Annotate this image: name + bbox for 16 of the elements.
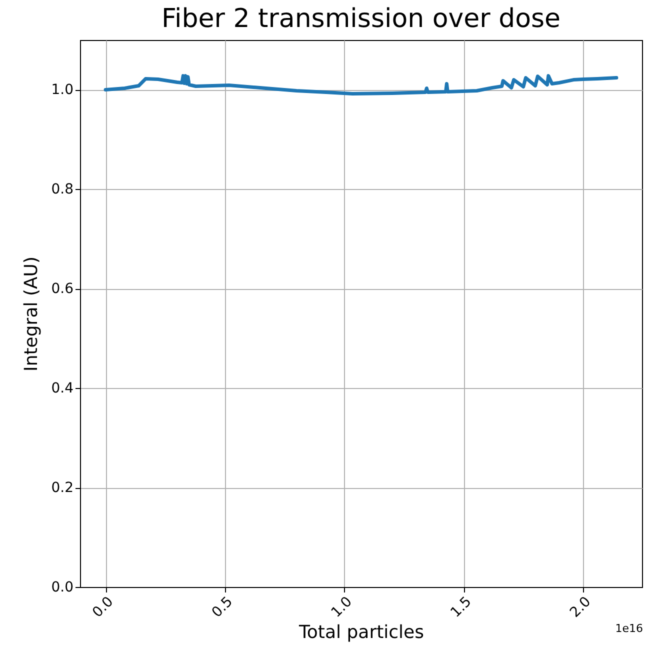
x-tick-label: 0.0 bbox=[90, 594, 117, 621]
y-tick-label: 0.8 bbox=[51, 182, 74, 198]
x-tick-label: 1.0 bbox=[328, 594, 356, 621]
x-tick-label: 0.5 bbox=[208, 594, 236, 621]
y-tick-label: 1.0 bbox=[51, 82, 74, 98]
x-axis-title: Total particles bbox=[298, 622, 424, 644]
chart-title: Fiber 2 transmission over dose bbox=[161, 4, 561, 34]
y-tick-label: 0.2 bbox=[51, 480, 74, 496]
y-axis-title: Integral (AU) bbox=[21, 256, 42, 372]
y-tick-label: 0.6 bbox=[51, 281, 74, 298]
text: 1e16 bbox=[615, 622, 643, 635]
y-tick-label: 0.4 bbox=[51, 380, 74, 397]
line-series bbox=[104, 74, 618, 96]
y-tick-label: 0.0 bbox=[51, 580, 74, 596]
x-tick-label: 1.5 bbox=[448, 594, 475, 621]
x-tick-label: 2.0 bbox=[567, 594, 594, 621]
